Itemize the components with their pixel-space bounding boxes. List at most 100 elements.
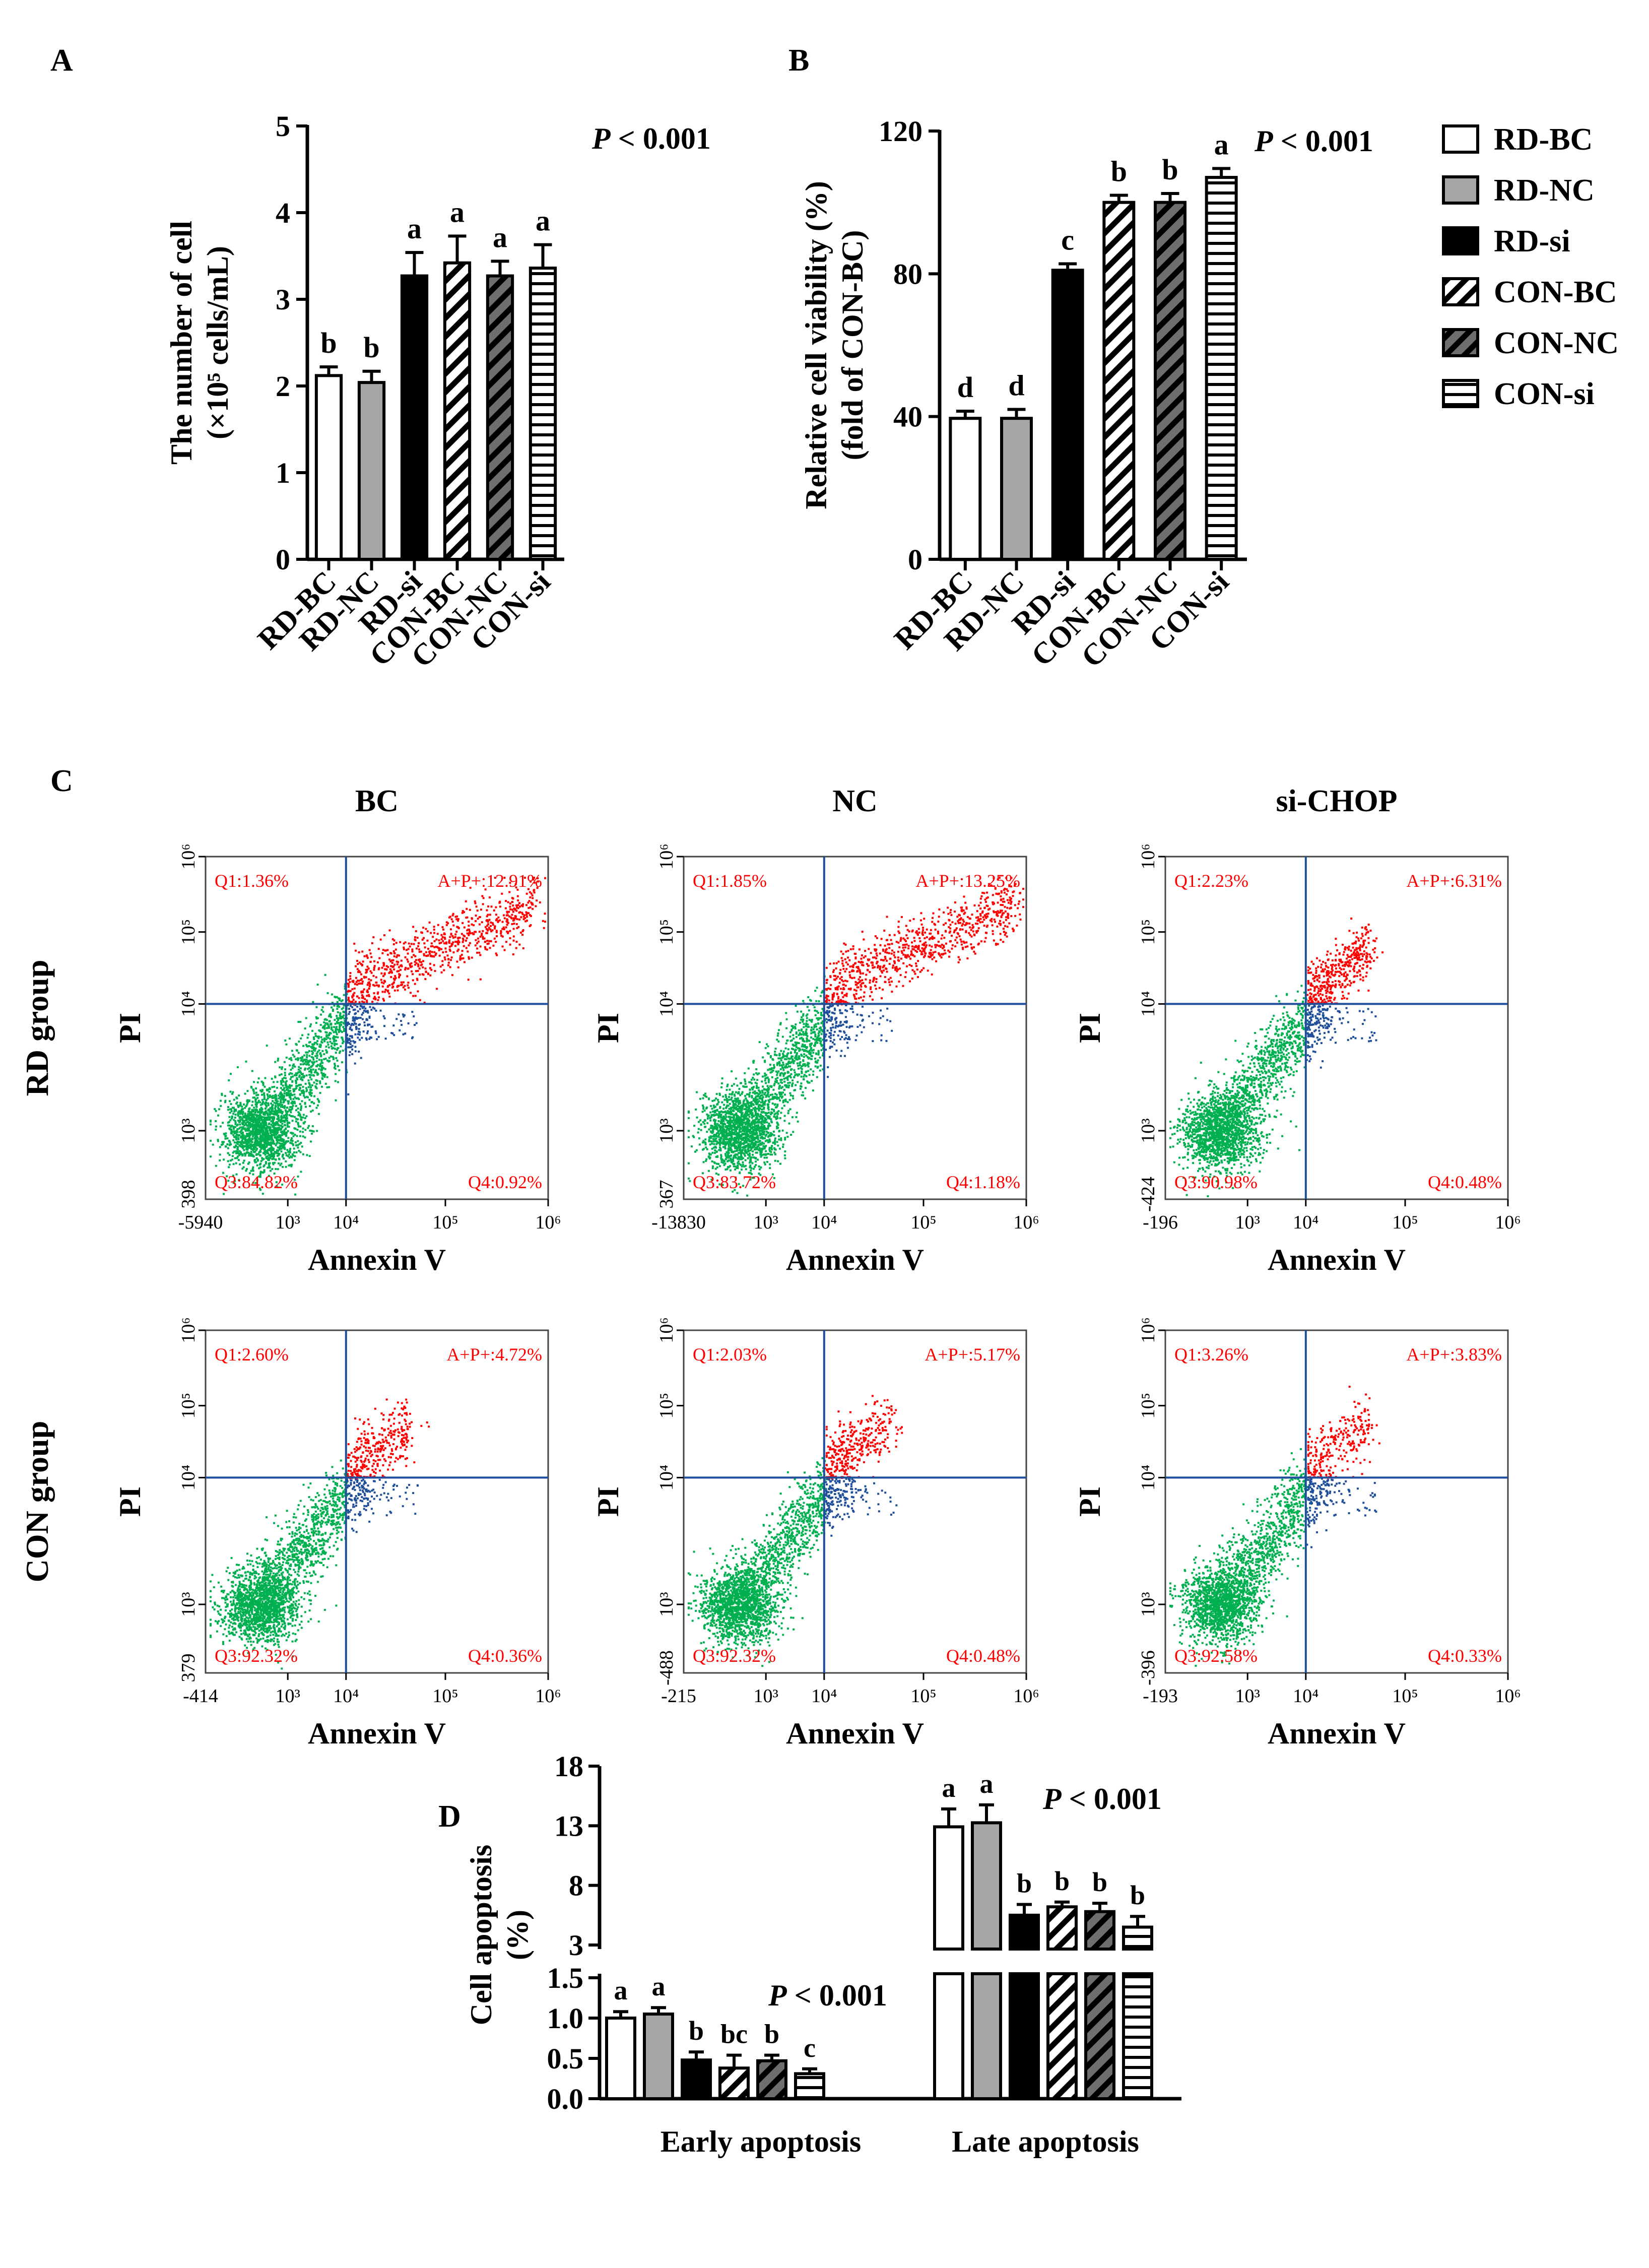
panel-b: B04080120dRD-BCdRD-NCcRD-sibCON-BCbCON-N… [788,43,1373,674]
legend-label: RD-si [1494,224,1570,258]
x-tick-label: 10⁶ [535,1686,561,1707]
bar-CON-BC [1102,201,1136,561]
y-tick-label: 10⁶ [1138,844,1159,869]
bar-CON-NC [1154,201,1186,561]
x-tick-label: 10⁴ [333,1212,359,1233]
y-tick-label: 10³ [178,1118,199,1143]
bar-RD-NC [357,381,386,561]
bar-late-lower-CON-si [1122,1972,1153,2100]
y-tick-label: 0.0 [547,2083,584,2115]
y-tick-label: 10⁶ [178,844,199,869]
sig-letter: b [320,327,337,359]
y-tick-label: 10⁴ [656,991,677,1017]
bar-CON-NC [486,274,514,561]
p-value: P < 0.001 [591,122,711,155]
y-tick-label: 2 [276,370,290,403]
y-min-label: 367 [656,1180,677,1209]
quadrant-q2: A+P+:13.25% [915,871,1020,891]
x-axis-title: Annexin V [1268,1717,1406,1750]
quadrant-q1: Q1:2.03% [693,1344,767,1365]
group-label-early: Early apoptosis [661,2125,861,2158]
y-tick-label: 1.5 [547,1962,584,1994]
y-tick-label: 4 [276,197,290,229]
bar-RD-si [1051,269,1084,561]
bar-RD-si [400,274,429,561]
flow-plot: Q1:2.23% A+P+:6.31% Q3:90.98% Q4:0.48% -196 1… [1073,844,1521,1276]
plot-frame [1164,856,1509,1200]
x-tick-label: 10³ [753,1212,778,1233]
x-tick-label: 10³ [1235,1686,1260,1707]
bar-CON-BC [443,261,472,561]
y-tick-label: 10⁴ [178,991,199,1017]
legend-label: RD-NC [1494,173,1595,208]
legend-swatch [1442,175,1479,205]
quadrant-q2: A+P+:3.83% [1406,1344,1502,1365]
quadrant-q2: A+P+:12.91% [437,871,542,891]
x-axis-title: Annexin V [786,1717,924,1750]
x-min-label: -215 [661,1686,696,1707]
legend-label: CON-BC [1494,275,1617,309]
quadrant-q2: A+P+:4.72% [446,1344,542,1365]
sig-letter: a [536,205,550,237]
sig-letter: d [957,371,973,404]
y-tick-label: 40 [893,401,922,433]
dot-cloud [210,877,546,1196]
p-value-early: P < 0.001 [768,1979,887,2012]
x-min-label: -196 [1143,1212,1178,1233]
y-min-label: -396 [1138,1650,1159,1686]
y-tick-label: 10⁴ [1138,991,1159,1017]
bar-RD-BC [949,417,982,561]
y-tick-label: 10⁶ [656,844,677,869]
quadrant-q2: A+P+:5.17% [925,1344,1020,1365]
quadrant-q1: Q1:1.36% [215,871,289,891]
y-axis-title: PI [113,1013,147,1043]
quadrant-q4: Q4:1.18% [946,1172,1020,1192]
bar-late-CON-BC [1046,1905,1078,1951]
quadrant-q4: Q4:0.33% [1428,1646,1502,1666]
y-axis-title: Cell apoptosis (%) [465,1845,534,2025]
sig-letter: c [804,2033,816,2063]
quadrant-q4: Q4:0.48% [946,1646,1020,1666]
sig-letter: a [652,1971,666,2001]
y-tick-label: 18 [554,1750,583,1783]
y-axis-title: The number of cell (×10⁵ cells/mL) [165,221,234,465]
legend-label: RD-BC [1494,122,1593,157]
panel-a: A012345bRD-BCbRD-NCaRD-siaCON-BCaCON-NCa… [50,43,711,674]
y-tick-label: 3 [276,283,290,316]
y-tick-label: 10⁵ [656,1393,677,1418]
y-tick-label: 10⁵ [1138,1393,1159,1418]
x-min-label: -13830 [651,1212,706,1233]
bar-RD-BC [314,374,343,561]
bar-late-lower-CON-BC [1046,1972,1078,2100]
bar-CON-si [529,267,557,561]
legend-swatch [1442,277,1479,306]
x-tick-label: 10⁴ [1293,1212,1318,1233]
sig-letter: b [1130,1880,1145,1910]
y-tick-label: 10⁵ [178,1393,199,1418]
x-tick-label: 10⁵ [1392,1212,1418,1233]
y-tick-label: 5 [276,110,290,143]
flow-plot: Q1:2.03% A+P+:5.17% Q3:92.32% Q4:0.48% -215 1… [591,1317,1039,1750]
bar-late-CON-si [1122,1925,1153,1951]
quadrant-q3: Q3:92.32% [215,1646,298,1666]
y-tick-label: 0.5 [547,2042,584,2075]
y-tick-label: 10³ [656,1118,677,1143]
x-min-label: -414 [183,1686,218,1707]
quadrant-q3: Q3:90.98% [1174,1172,1258,1192]
panel-label: B [788,43,809,78]
quadrant-q1: Q1:3.26% [1174,1344,1248,1365]
bar-early-CON-si [794,2072,825,2100]
legend-label: CON-NC [1494,326,1619,360]
x-tick-label: 10⁴ [811,1686,837,1707]
x-tick-label: 10⁴ [1293,1686,1318,1707]
quadrant-q3: Q3:92.58% [1174,1646,1258,1666]
y-axis-title: PI [1073,1013,1106,1043]
p-value: P < 0.001 [1254,124,1373,158]
sig-letter: bc [720,2019,748,2049]
sig-letter: b [1111,155,1127,188]
y-tick-label: 120 [879,115,922,148]
sig-letter: a [942,1773,956,1803]
flow-plot: Q1:2.60% A+P+:4.72% Q3:92.32% Q4:0.36% -414 1… [113,1317,561,1750]
